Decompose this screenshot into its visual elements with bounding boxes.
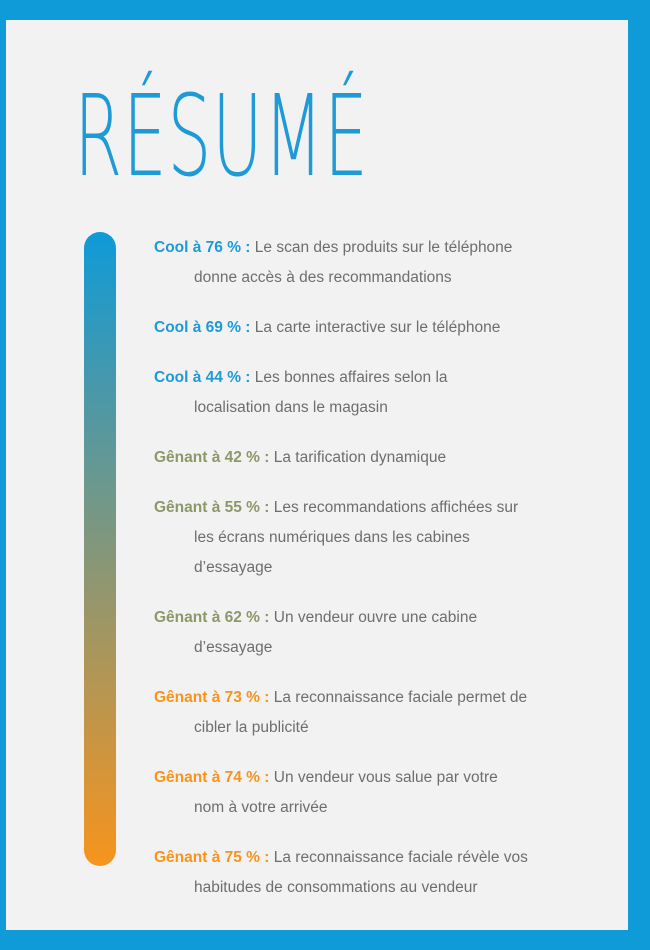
item-text-continued: nom à votre arrivée [194,799,328,816]
item-first-line: Gênant à 62 % : Un vendeur ouvre une cab… [154,603,614,633]
gradient-scale-bar [84,232,116,866]
list-item: Gênant à 62 % : Un vendeur ouvre une cab… [154,603,614,663]
item-label: Gênant à 55 % : [154,499,270,516]
item-text-continued: localisation dans le magasin [194,399,388,416]
item-label: Cool à 44 % : [154,369,251,386]
item-text-continued: habitudes de consommations au vendeur [194,879,478,896]
item-label: Gênant à 74 % : [154,769,270,786]
item-text: Les bonnes affaires selon la [254,369,448,386]
item-label: Gênant à 75 % : [154,849,270,866]
item-label: Gênant à 62 % : [154,609,270,626]
item-text: La carte interactive sur le téléphone [254,319,501,336]
item-text: La reconnaissance faciale permet de [273,689,528,706]
list-item: Cool à 69 % : La carte interactive sur l… [154,313,614,343]
item-text-continued: d’essayage [194,559,273,576]
item-text: Un vendeur vous salue par votre [273,769,498,786]
item-first-line: Gênant à 42 % : La tarification dynamiqu… [154,443,614,473]
item-first-line: Gênant à 73 % : La reconnaissance facial… [154,683,614,713]
item-text-continued: cibler la publicité [194,719,309,736]
item-label: Cool à 69 % : [154,319,251,336]
item-first-line: Cool à 69 % : La carte interactive sur l… [154,313,614,343]
item-text: La reconnaissance faciale révèle vos [273,849,528,866]
item-first-line: Gênant à 75 % : La reconnaissance facial… [154,843,614,873]
item-first-line: Gênant à 74 % : Un vendeur vous salue pa… [154,763,614,793]
list-item: Gênant à 74 % : Un vendeur vous salue pa… [154,763,614,823]
summary-list: Cool à 76 % : Le scan des produits sur l… [154,233,614,923]
item-label: Cool à 76 % : [154,239,251,256]
item-text-continued: donne accès à des recommandations [194,269,452,286]
list-item: Gênant à 55 % : Les recommandations affi… [154,493,614,583]
list-item: Gênant à 75 % : La reconnaissance facial… [154,843,614,903]
page-title: RÉSUMÉ [74,72,369,202]
item-text: La tarification dynamique [273,449,447,466]
item-text: Le scan des produits sur le téléphone [254,239,513,256]
item-first-line: Cool à 76 % : Le scan des produits sur l… [154,233,614,263]
item-text-continued: les écrans numériques dans les cabines [194,529,470,546]
item-text: Un vendeur ouvre une cabine [273,609,478,626]
item-text: Les recommandations affichées sur [273,499,519,516]
item-first-line: Cool à 44 % : Les bonnes affaires selon … [154,363,614,393]
list-item: Cool à 76 % : Le scan des produits sur l… [154,233,614,293]
summary-panel: RÉSUMÉ Cool à 76 % : Le scan des produit… [6,20,628,930]
item-label: Gênant à 73 % : [154,689,270,706]
item-text-continued: d’essayage [194,639,273,656]
item-first-line: Gênant à 55 % : Les recommandations affi… [154,493,614,523]
item-label: Gênant à 42 % : [154,449,270,466]
list-item: Cool à 44 % : Les bonnes affaires selon … [154,363,614,423]
list-item: Gênant à 42 % : La tarification dynamiqu… [154,443,614,473]
list-item: Gênant à 73 % : La reconnaissance facial… [154,683,614,743]
